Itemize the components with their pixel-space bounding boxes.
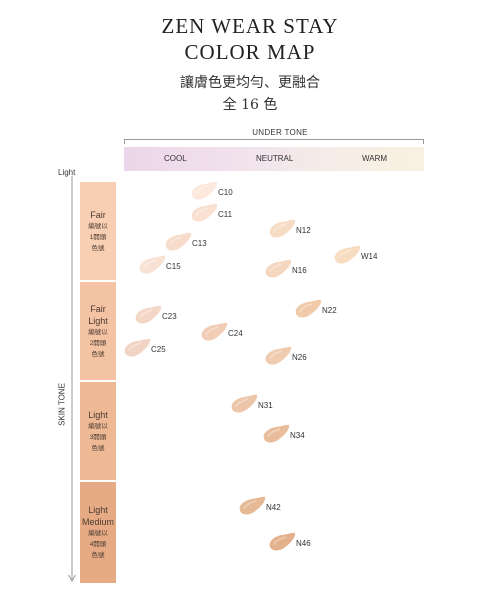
shade-swatch-n12 — [269, 219, 296, 238]
subtitle-line-1: 讓膚色更均勻、更融合 — [180, 75, 320, 91]
group-name-line: Light — [88, 505, 108, 515]
shade-code-n12: N12 — [296, 226, 311, 235]
shade-swatch-c24 — [201, 322, 228, 341]
shade-code-n42: N42 — [266, 503, 281, 512]
shade-swatch-n26 — [265, 346, 292, 365]
shade-code-w14: W14 — [361, 252, 378, 261]
shade-code-n26: N26 — [292, 353, 307, 362]
shade-swatch-n34 — [263, 424, 290, 443]
shade-swatch-n16 — [265, 259, 292, 278]
title-line-2: COLOR MAP — [184, 40, 316, 64]
undertone-axis-label: UNDER TONE — [252, 128, 308, 137]
tone-label-cool: COOL — [164, 154, 187, 163]
group-fair: Fair 編號以 1開頭 色號 — [80, 182, 116, 280]
shade-swatch-c23 — [135, 305, 162, 324]
shade-swatch-c15 — [139, 255, 166, 274]
group-name-line: Light — [88, 315, 108, 326]
shade-code-n34: N34 — [290, 431, 305, 440]
shade-code-c10: C10 — [218, 188, 233, 197]
skin-tone-axis-label: SKIN TONE — [57, 383, 67, 426]
group-fair-light: Fair Light 編號以 2開頭 色號 — [80, 282, 116, 380]
subtitle-line-2: 全 16 色 — [222, 97, 278, 113]
group-desc-line: 1開頭 — [89, 233, 107, 241]
shade-swatch-w14 — [334, 245, 361, 264]
tone-label-neutral: NEUTRAL — [256, 154, 294, 163]
shade-swatch-n46 — [269, 532, 296, 551]
undertone-band: COOL NEUTRAL WARM — [124, 147, 424, 171]
group-desc-line: 4開頭 — [89, 541, 107, 548]
shade-code-c11: C11 — [218, 210, 233, 219]
group-desc-line: 2開頭 — [89, 339, 107, 347]
group-desc-line: 色號 — [91, 350, 105, 358]
shade-swatch-n22 — [295, 299, 322, 318]
shade-code-n46: N46 — [296, 539, 311, 548]
group-name-line: Medium — [81, 517, 114, 527]
title-line-1: ZEN WEAR STAY — [161, 14, 339, 38]
shade-swatch-c10 — [191, 181, 218, 200]
group-desc-line: 編號以 — [88, 222, 108, 230]
shade-code-c13: C13 — [192, 239, 207, 248]
shade-swatch-c25 — [124, 338, 151, 357]
group-desc-line: 編號以 — [88, 422, 108, 430]
shade-swatch-c13 — [165, 232, 192, 251]
group-desc-line: 色號 — [91, 244, 105, 252]
skin-axis-light-label: Light — [58, 168, 76, 177]
shade-code-n22: N22 — [322, 306, 337, 315]
tone-label-warm: WARM — [362, 154, 388, 163]
group-light: Light 編號以 3開頭 色號 — [80, 382, 116, 480]
skin-tone-axis — [68, 176, 76, 582]
group-desc-line: 3開頭 — [89, 433, 107, 441]
group-name-line: Fair — [90, 209, 106, 220]
group-light-medium: Light Medium 編號以 4開頭 色號 — [80, 482, 116, 583]
shade-code-c23: C23 — [162, 312, 177, 321]
group-desc-line: 編號以 — [88, 328, 108, 336]
shade-swatch-n31 — [231, 394, 258, 413]
group-desc-line: 編號以 — [88, 530, 108, 537]
group-desc-line: 色號 — [91, 444, 105, 452]
shade-swatch-c11 — [191, 203, 218, 222]
shade-code-n16: N16 — [292, 266, 307, 275]
shade-code-c25: C25 — [151, 345, 166, 354]
group-desc-line: 色號 — [91, 552, 105, 559]
shade-code-c24: C24 — [228, 329, 243, 338]
undertone-axis — [124, 139, 424, 144]
shade-code-c15: C15 — [166, 262, 181, 271]
shade-swatch-n42 — [239, 496, 266, 515]
shade-code-n31: N31 — [258, 401, 273, 410]
group-name-line: Fair — [90, 303, 106, 314]
group-name-line: Light — [88, 409, 108, 420]
